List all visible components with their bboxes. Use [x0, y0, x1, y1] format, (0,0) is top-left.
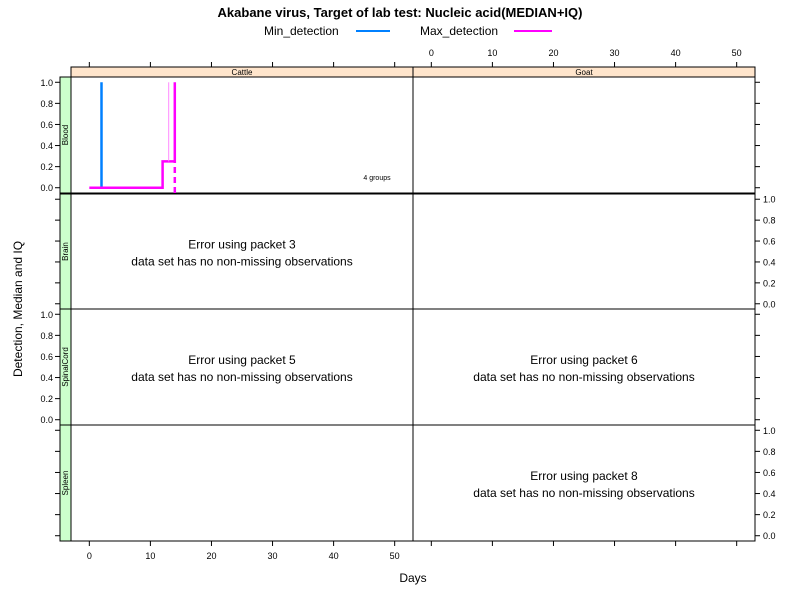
panel-cattle-brain [70, 193, 414, 310]
y-tick-label: 0.4 [763, 257, 776, 267]
x-tick-label: 20 [548, 48, 558, 58]
y-tick-label: 0.4 [763, 489, 776, 499]
y-tick-label: 0.0 [40, 415, 53, 425]
x-tick-label: 50 [390, 551, 400, 561]
x-tick-label: 0 [87, 551, 92, 561]
y-tick-label: 0.8 [40, 331, 53, 341]
legend-label-min: Min_detection [264, 24, 339, 38]
axes: 0.0 0.2 0.4 0.6 0.8 1.0 0.0 0.2 0.4 0.6 0.8 1.0 0.0 0… [40, 48, 775, 561]
y-tick-label: 0.8 [40, 99, 53, 109]
panel-cattle-spinalcord [70, 308, 414, 426]
panel-goat-brain [412, 193, 756, 310]
y-tick-label: 0.2 [40, 162, 53, 172]
y-tick-label: 1.0 [40, 310, 53, 320]
y-tick-label: 0.0 [763, 299, 776, 309]
error-message-detail: data set has no non-missing observations [131, 255, 352, 269]
legend-label-max: Max_detection [420, 24, 498, 38]
row-strip-label-blood: Blood [61, 125, 70, 145]
x-tick-label: 50 [732, 48, 742, 58]
y-tick-label: 0.0 [763, 531, 776, 541]
y-tick-label: 0.0 [40, 183, 53, 193]
row-strip-label-spinalcord: SpinalCord [61, 347, 70, 387]
error-message-detail: data set has no non-missing observations [473, 486, 694, 500]
y-tick-label: 0.8 [763, 216, 776, 226]
chart-title: Akabane virus, Target of lab test: Nucle… [218, 5, 583, 20]
x-tick-label: 30 [610, 48, 620, 58]
x-axis-label: Days [399, 571, 426, 585]
x-tick-label: 20 [206, 551, 216, 561]
legend: Min_detection Max_detection [264, 24, 552, 38]
panel-cattle-blood [70, 76, 414, 194]
error-message-title: Error using packet 3 [188, 238, 296, 252]
y-tick-label: 0.4 [40, 373, 53, 383]
y-tick-label: 0.6 [40, 120, 53, 130]
y-tick-label: 0.6 [763, 468, 776, 478]
y-tick-label: 0.2 [763, 510, 776, 520]
y-tick-label: 1.0 [40, 78, 53, 88]
row-strip-label-spleen: Spleen [61, 471, 70, 496]
row-strip-label-brain: Brain [61, 242, 70, 261]
panel-cattle-spleen [70, 424, 414, 542]
error-message-detail: data set has no non-missing observations [131, 370, 352, 384]
y-tick-label: 1.0 [763, 426, 776, 436]
error-message-title: Error using packet 5 [188, 353, 296, 367]
y-tick-label: 0.2 [40, 394, 53, 404]
y-axis-label: Detection, Median and IQ [11, 241, 25, 377]
y-tick-label: 0.2 [763, 278, 776, 288]
y-tick-label: 0.6 [763, 237, 776, 247]
panel-goat-spinalcord [412, 308, 756, 426]
y-tick-label: 0.6 [40, 352, 53, 362]
panels: Cattle Goat Blood Brain SpinalCord Spleen 4 gr… [59, 66, 756, 542]
x-tick-label: 40 [671, 48, 681, 58]
y-tick-label: 1.0 [763, 195, 776, 205]
column-strip-label-goat: Goat [575, 68, 593, 77]
y-tick-label: 0.4 [40, 141, 53, 151]
error-message-title: Error using packet 6 [530, 353, 638, 367]
x-tick-label: 0 [429, 48, 434, 58]
x-tick-label: 10 [145, 551, 155, 561]
x-tick-label: 40 [329, 551, 339, 561]
panel-note: 4 groups [363, 175, 391, 182]
y-tick-label: 0.8 [763, 447, 776, 457]
x-tick-label: 10 [487, 48, 497, 58]
series-line-max-detection [89, 82, 177, 189]
x-tick-label: 30 [268, 551, 278, 561]
panel-goat-blood [412, 76, 756, 194]
error-message-title: Error using packet 8 [530, 469, 638, 483]
column-strip-label-cattle: Cattle [232, 68, 253, 77]
panel-goat-spleen [412, 424, 756, 542]
error-message-detail: data set has no non-missing observations [473, 370, 694, 384]
